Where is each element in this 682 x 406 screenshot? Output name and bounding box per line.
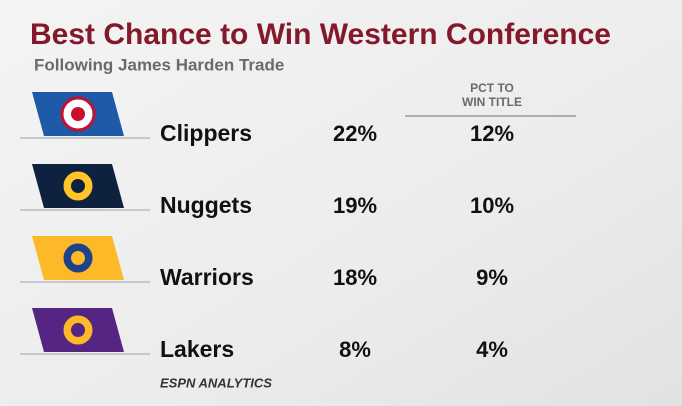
title-pct: 12% [470,121,514,146]
team-name: Lakers [160,336,234,362]
conference-pct: 18% [333,265,377,290]
column-header: PCT TO [470,81,514,95]
title: Best Chance to Win Western Conference [30,18,611,51]
conference-pct: 22% [333,121,377,146]
team-logo-center [71,107,85,121]
team-logo-center [71,323,85,337]
team-logo-center [71,251,85,265]
team-name: Warriors [160,264,254,290]
title-pct: 10% [470,193,514,218]
team-name: Clippers [160,120,252,146]
column-header: WIN TITLE [462,95,522,109]
team-logo-center [71,179,85,193]
team-name: Nuggets [160,192,252,218]
conference-pct: 8% [339,337,371,362]
title-pct: 9% [476,265,508,290]
subtitle: Following James Harden Trade [34,55,284,74]
rows: Clippers 22% 12% Nuggets 19% 10% Warriors 18% 9%… [20,92,514,362]
conference-pct: 19% [333,193,377,218]
title-pct: 4% [476,337,508,362]
footer: ESPN ANALYTICS [160,375,272,390]
